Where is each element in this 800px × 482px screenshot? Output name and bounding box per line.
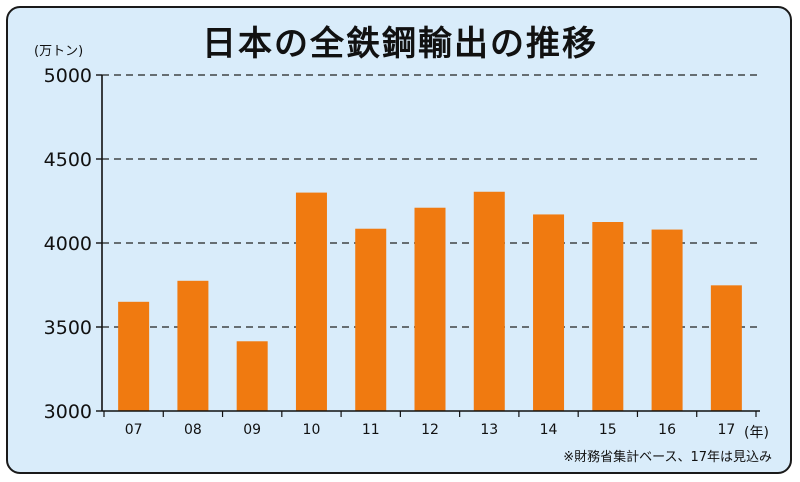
y-tick-label: 3000 bbox=[44, 401, 92, 423]
y-tick-label: 5000 bbox=[44, 65, 92, 87]
bar-09 bbox=[236, 341, 268, 411]
y-axis-unit-label: (万トン) bbox=[34, 44, 84, 59]
x-tick-label: 16 bbox=[658, 422, 676, 438]
y-tick-label: 4500 bbox=[44, 149, 92, 171]
y-tick-label: 4000 bbox=[44, 233, 92, 255]
x-tick-label: 07 bbox=[125, 422, 143, 438]
bar-08 bbox=[177, 280, 209, 411]
y-tick-label: 3500 bbox=[44, 317, 92, 339]
bar-07 bbox=[118, 301, 150, 411]
x-tick-label: 15 bbox=[599, 422, 617, 438]
x-tick-label: 09 bbox=[243, 422, 261, 438]
x-axis-unit-label: (年) bbox=[744, 425, 769, 441]
x-tick-label: 08 bbox=[184, 422, 202, 438]
x-tick-label: 13 bbox=[480, 422, 498, 438]
x-tick-label: 12 bbox=[421, 422, 439, 438]
x-tick-label: 11 bbox=[362, 422, 380, 438]
source-note: ※財務省集計ベース、17年は見込み bbox=[563, 450, 772, 465]
bar-15 bbox=[592, 222, 624, 411]
bar-11 bbox=[355, 228, 387, 411]
bar-17 bbox=[710, 285, 742, 411]
bar-10 bbox=[295, 192, 327, 411]
x-tick-label: 14 bbox=[540, 422, 558, 438]
chart-title: 日本の全鉄鋼輸出の推移 bbox=[202, 24, 598, 64]
bar-14 bbox=[533, 214, 565, 411]
x-tick-label: 10 bbox=[303, 422, 321, 438]
bar-13 bbox=[473, 191, 505, 411]
bar-16 bbox=[651, 229, 683, 411]
x-tick-label: 17 bbox=[717, 422, 735, 438]
bar-12 bbox=[414, 207, 446, 411]
